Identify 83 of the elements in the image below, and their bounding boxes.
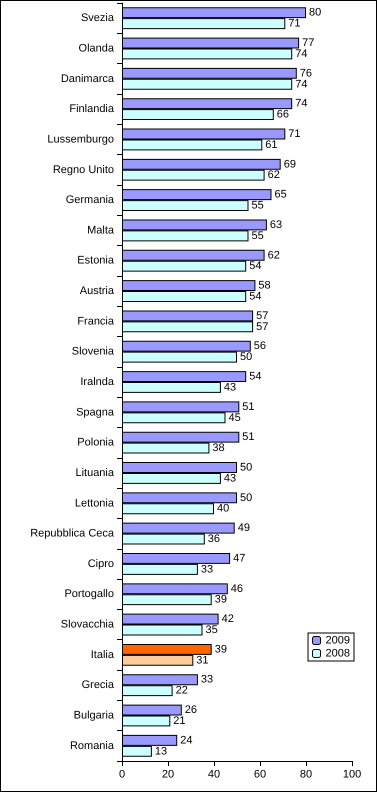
data-label: 50 (240, 462, 252, 474)
y-tick-label: Spagna (76, 406, 115, 418)
y-tick-label: Polonia (77, 436, 115, 449)
y-tick-label: Svezia (80, 12, 115, 24)
data-label: 51 (242, 431, 255, 444)
data-label: 31 (196, 654, 209, 666)
data-label: 33 (200, 674, 214, 686)
y-tick-label: Malta (87, 224, 115, 236)
x-tick-label: 40 (208, 768, 220, 780)
x-tick-label: 0 (118, 768, 126, 780)
data-label: 13 (154, 745, 168, 758)
data-label: 54 (249, 260, 262, 272)
data-label: 80 (309, 6, 322, 19)
data-label: 43 (224, 472, 236, 484)
data-label: 63 (270, 218, 282, 231)
y-tick-label: Austria (80, 285, 115, 298)
data-label: 77 (302, 37, 314, 50)
data-label: 74 (295, 48, 308, 60)
data-label: 22 (176, 684, 188, 697)
y-tick-label: Regno Unito (52, 164, 114, 176)
y-tick-label: Bulgaria (74, 710, 115, 722)
data-label: 35 (206, 624, 218, 636)
data-label: 66 (276, 108, 290, 121)
data-label: 26 (184, 704, 198, 716)
data-label: 43 (224, 381, 236, 394)
data-label: 55 (252, 200, 264, 212)
data-label: 54 (249, 290, 262, 302)
data-label: 39 (214, 594, 227, 606)
data-label: 65 (274, 188, 287, 201)
data-label: 54 (249, 370, 262, 383)
y-tick-label: Italia (90, 648, 115, 661)
data-label: 50 (240, 351, 252, 364)
y-tick-label: Finlandia (69, 103, 115, 116)
y-tick-label: Slovacchia (60, 618, 115, 631)
data-label: 40 (217, 502, 230, 515)
data-label: 51 (242, 400, 255, 413)
x-tick-label: 20 (162, 768, 174, 780)
data-label: 42 (222, 613, 234, 626)
legend-label: 2008 (326, 648, 350, 660)
data-label: 69 (284, 158, 296, 170)
data-label: 61 (265, 138, 278, 151)
y-tick-label: Estonia (77, 254, 115, 267)
y-tick-label: Repubblica Ceca (30, 528, 115, 540)
y-tick-label: Francia (77, 315, 115, 328)
y-tick-label: Iralnda (80, 376, 115, 388)
data-label: 62 (268, 249, 280, 262)
y-tick-label: Lussemburgo (47, 133, 114, 146)
data-label: 62 (268, 169, 280, 182)
data-label: 58 (258, 280, 271, 292)
y-tick-label: Slovenia (72, 346, 115, 358)
data-label: 39 (214, 643, 227, 656)
data-label: 50 (240, 492, 252, 504)
data-label: 56 (254, 340, 266, 352)
data-label: 74 (295, 98, 308, 110)
y-tick-label: Lettonia (74, 497, 115, 510)
data-label: 46 (230, 582, 244, 595)
data-label: 57 (256, 320, 268, 333)
data-label: 21 (173, 714, 186, 727)
y-tick-label: Cipro (88, 558, 114, 570)
legend-label: 2009 (326, 634, 350, 646)
data-label: 33 (200, 563, 214, 576)
data-label: 74 (295, 78, 308, 90)
data-label: 71 (288, 18, 301, 30)
data-label: 71 (288, 128, 301, 140)
data-label: 38 (212, 442, 225, 454)
data-label: 24 (180, 734, 192, 746)
x-tick-label: 80 (300, 768, 312, 780)
x-tick-label: 60 (254, 768, 266, 780)
data-label: 55 (252, 230, 264, 242)
y-tick-label: Germania (66, 194, 115, 206)
y-tick-label: Portogallo (64, 588, 114, 600)
data-label: 45 (228, 412, 241, 424)
y-tick-label: Lituania (75, 466, 115, 479)
data-label: 76 (300, 67, 312, 80)
y-tick-label: Olanda (78, 42, 115, 54)
data-label: 47 (233, 552, 246, 564)
y-tick-label: Romania (70, 740, 115, 752)
data-label: 49 (238, 522, 250, 534)
data-label: 36 (208, 533, 220, 546)
x-tick-label: 100 (342, 768, 362, 780)
y-tick-label: Grecia (82, 679, 115, 692)
data-label: 57 (256, 310, 268, 322)
y-tick-label: Danimarca (60, 72, 115, 85)
